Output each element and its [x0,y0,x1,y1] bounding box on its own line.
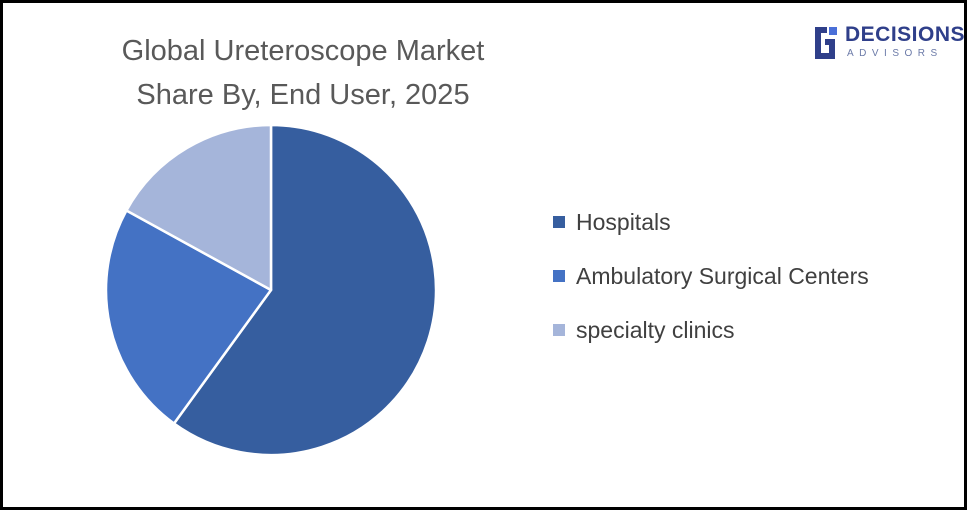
logo-subtitle: ADVISORS [847,48,943,59]
pie-slice-specialty-clinics [125,123,273,292]
legend-label: Ambulatory Surgical Centers [576,262,869,289]
chart-legend: Hospitals Ambulatory Surgical Centers spec… [553,195,869,357]
legend-item: specialty clinics [553,303,869,357]
chart-title-line-2: Share By, End User, 2025 [136,79,470,111]
legend-item: Ambulatory Surgical Centers [553,249,869,303]
legend-swatch [553,324,565,336]
chart-title-line-1: Global Ureteroscope Market [121,35,485,67]
pie-slice-ambulatory-surgical-centers [104,209,273,425]
legend-swatch [553,270,565,282]
chart-title: Global Ureteroscope Market Share By, End… [63,29,543,117]
legend-swatch [553,216,565,228]
logo-mark-icon [815,27,837,59]
legend-label: specialty clinics [576,316,735,343]
pie-slice-hospitals [172,123,438,457]
logo-wordmark: DECISIONS [845,23,966,46]
brand-logo: DECISIONS ADVISORS [807,23,965,65]
legend-label: Hospitals [576,208,671,235]
legend-item: Hospitals [553,195,869,249]
pie-chart [104,123,438,457]
